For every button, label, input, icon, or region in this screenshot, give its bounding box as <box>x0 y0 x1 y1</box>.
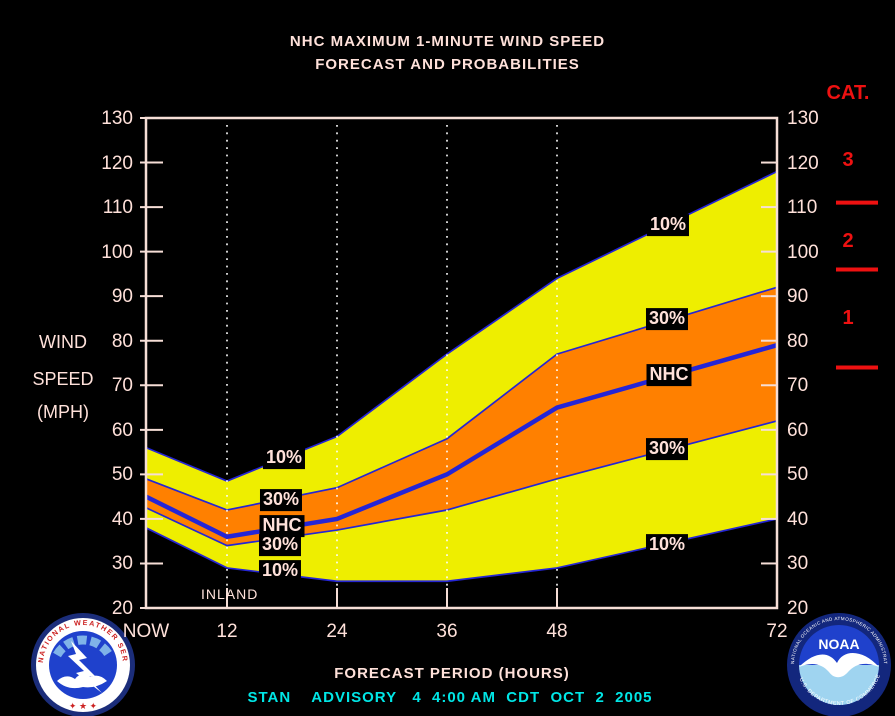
y-axis-label-right-40: 40 <box>787 508 809 530</box>
band-boundary-line <box>145 420 778 547</box>
y-axis-label-left-90: 90 <box>111 286 133 308</box>
y-axis-label-right-130: 130 <box>787 108 819 129</box>
x-axis-label-72: 72 <box>766 621 788 642</box>
y-axis-label-right-110: 110 <box>787 197 818 219</box>
nws-logo-cloud-icon <box>57 674 107 689</box>
y-axis-title-line2: SPEED <box>32 369 94 389</box>
page-title: NHC MAXIMUM 1-MINUTE WIND SPEED <box>289 33 606 50</box>
y-axis-label-left-80: 80 <box>111 330 133 352</box>
nws-logo-stars: ✦ ★ ✦ <box>69 701 98 711</box>
noaa-logo-bird-icon <box>799 652 879 678</box>
y-axis-label-right-70: 70 <box>787 375 809 397</box>
band-label-left-4: 10% <box>258 560 302 582</box>
y-axis-label-right-60: 60 <box>787 419 809 441</box>
band-boundary-line <box>145 170 778 482</box>
x-axis-label-36: 36 <box>436 621 458 642</box>
noaa-logo: NOAA NATIONAL OCEANIC AND ATMOSPHERIC AD… <box>785 611 891 716</box>
x-axis-label-now: NOW <box>122 621 170 642</box>
probability-band-30pct <box>146 287 777 546</box>
y-axis-label-left-130: 130 <box>101 108 133 129</box>
x-axis-label-12: 12 <box>216 621 238 642</box>
band-boundary-line <box>145 518 778 583</box>
y-axis-label-right-90: 90 <box>787 286 809 308</box>
nws-logo: NATIONAL WEATHER SERVICE ✦ ★ ✦ <box>29 611 135 716</box>
y-axis-label-right-20: 20 <box>787 598 809 619</box>
advisory-text: STAN ADVISORY 4 4:00 AM CDT OCT 2 2005 <box>247 689 653 706</box>
y-axis-label-left-120: 120 <box>101 152 133 174</box>
y-axis-label-right-120: 120 <box>787 152 819 174</box>
noaa-logo-inner-bottom <box>799 665 879 705</box>
category-number-1: 1 <box>842 307 854 330</box>
category-number-2: 2 <box>842 229 854 252</box>
plot-border <box>144 116 779 610</box>
band-label-right-2: NHC <box>646 364 692 386</box>
y-axis-label-right-50: 50 <box>787 464 809 486</box>
nws-logo-lightning-icon <box>68 641 102 693</box>
y-axis-label-left-60: 60 <box>111 419 133 441</box>
band-label-left-1: 30% <box>259 489 303 511</box>
band-label-right-3: 30% <box>645 438 689 460</box>
y-axis-label-left-30: 30 <box>111 553 133 575</box>
y-axis-title-line1: WIND <box>39 332 87 352</box>
band-boundary-line <box>145 286 778 511</box>
band-label-left-2: NHC <box>259 515 305 537</box>
y-axis-label-left-70: 70 <box>111 375 133 397</box>
y-axis-label-left-100: 100 <box>101 241 133 263</box>
y-axis-label-right-30: 30 <box>787 553 809 575</box>
category-scale-header: CAT. <box>826 82 870 104</box>
band-label-right-4: 10% <box>645 534 689 556</box>
y-axis-label-left-110: 110 <box>102 197 133 219</box>
category-number-3: 3 <box>842 149 854 172</box>
band-label-left-0: 10% <box>262 447 306 469</box>
y-axis-label-right-100: 100 <box>787 241 819 263</box>
band-label-right-1: 30% <box>645 308 689 330</box>
band-label-right-0: 10% <box>646 214 690 236</box>
probability-band-10pct <box>146 171 777 582</box>
x-axis-title: FORECAST PERIOD (HOURS) <box>334 665 570 682</box>
y-axis-label-right-80: 80 <box>787 330 809 352</box>
y-axis-label-left-40: 40 <box>111 508 133 530</box>
band-label-left-3: 30% <box>258 534 302 556</box>
y-axis-label-left-50: 50 <box>111 464 133 486</box>
y-axis-title-line3: (MPH) <box>37 402 89 422</box>
y-axis-label-left-20: 20 <box>111 598 133 619</box>
nhc-forecast-line <box>145 343 778 540</box>
noaa-logo-name: NOAA <box>818 636 859 652</box>
inland-annotation: INLAND <box>201 586 259 602</box>
x-axis-label-48: 48 <box>546 621 568 642</box>
page-subtitle: FORECAST AND PROBABILITIES <box>315 56 580 73</box>
nws-logo-radar-arc <box>53 635 113 658</box>
x-axis-label-24: 24 <box>326 621 348 642</box>
